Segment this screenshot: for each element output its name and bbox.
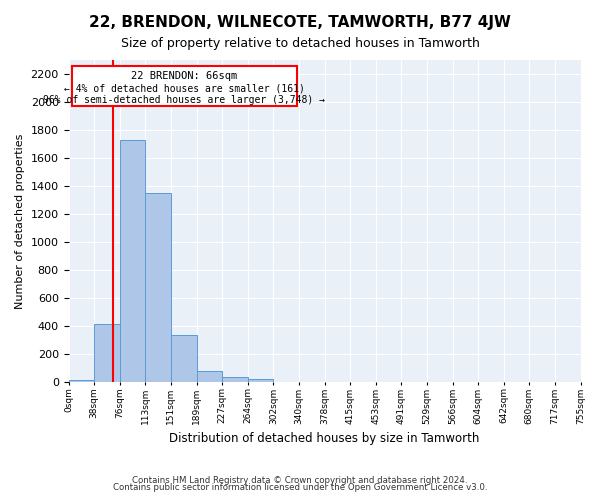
Bar bbox=[197, 370, 222, 382]
Text: 22 BRENDON: 66sqm: 22 BRENDON: 66sqm bbox=[131, 72, 238, 82]
Bar bbox=[145, 193, 171, 382]
Y-axis label: Number of detached properties: Number of detached properties bbox=[15, 133, 25, 308]
Text: 96% of semi-detached houses are larger (3,748) →: 96% of semi-detached houses are larger (… bbox=[43, 95, 325, 105]
Bar bbox=[68, 380, 94, 382]
Text: ← 4% of detached houses are smaller (161): ← 4% of detached houses are smaller (161… bbox=[64, 83, 305, 93]
Bar bbox=[94, 324, 120, 382]
Bar bbox=[120, 140, 145, 382]
Text: Size of property relative to detached houses in Tamworth: Size of property relative to detached ho… bbox=[121, 38, 479, 51]
Bar bbox=[248, 379, 274, 382]
Bar bbox=[222, 377, 248, 382]
Text: Contains HM Land Registry data © Crown copyright and database right 2024.: Contains HM Land Registry data © Crown c… bbox=[132, 476, 468, 485]
Text: Contains public sector information licensed under the Open Government Licence v3: Contains public sector information licen… bbox=[113, 484, 487, 492]
X-axis label: Distribution of detached houses by size in Tamworth: Distribution of detached houses by size … bbox=[169, 432, 480, 445]
Bar bbox=[171, 335, 197, 382]
Text: 22, BRENDON, WILNECOTE, TAMWORTH, B77 4JW: 22, BRENDON, WILNECOTE, TAMWORTH, B77 4J… bbox=[89, 15, 511, 30]
FancyBboxPatch shape bbox=[71, 66, 297, 106]
